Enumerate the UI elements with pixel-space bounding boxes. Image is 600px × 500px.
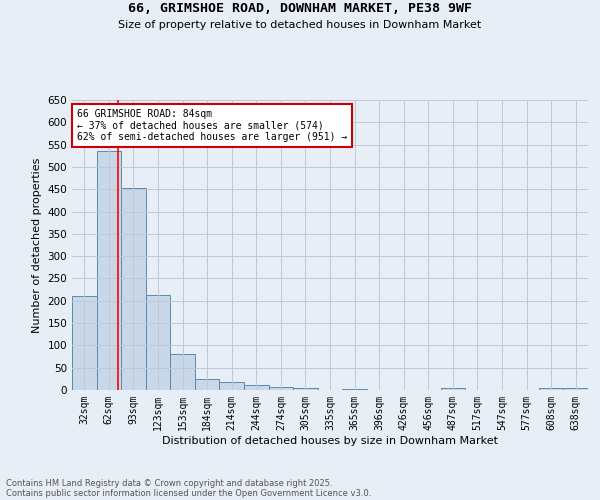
Bar: [72, 296, 97, 390]
Text: 66 GRIMSHOE ROAD: 84sqm
← 37% of detached houses are smaller (574)
62% of semi-d: 66 GRIMSHOE ROAD: 84sqm ← 37% of detache…: [77, 108, 347, 142]
Bar: [563, 388, 588, 390]
Text: Size of property relative to detached houses in Downham Market: Size of property relative to detached ho…: [118, 20, 482, 30]
Bar: [440, 388, 465, 390]
Text: 66, GRIMSHOE ROAD, DOWNHAM MARKET, PE38 9WF: 66, GRIMSHOE ROAD, DOWNHAM MARKET, PE38 …: [128, 2, 472, 16]
Bar: [195, 379, 220, 390]
Text: Contains public sector information licensed under the Open Government Licence v3: Contains public sector information licen…: [6, 488, 371, 498]
Y-axis label: Number of detached properties: Number of detached properties: [32, 158, 42, 332]
Bar: [146, 295, 170, 390]
Bar: [293, 388, 318, 390]
Bar: [97, 152, 121, 390]
Bar: [220, 382, 244, 390]
Bar: [244, 385, 269, 390]
Bar: [342, 388, 367, 390]
Text: Contains HM Land Registry data © Crown copyright and database right 2025.: Contains HM Land Registry data © Crown c…: [6, 478, 332, 488]
X-axis label: Distribution of detached houses by size in Downham Market: Distribution of detached houses by size …: [162, 436, 498, 446]
Bar: [170, 354, 195, 390]
Bar: [269, 387, 293, 390]
Bar: [121, 188, 146, 390]
Bar: [539, 388, 563, 390]
